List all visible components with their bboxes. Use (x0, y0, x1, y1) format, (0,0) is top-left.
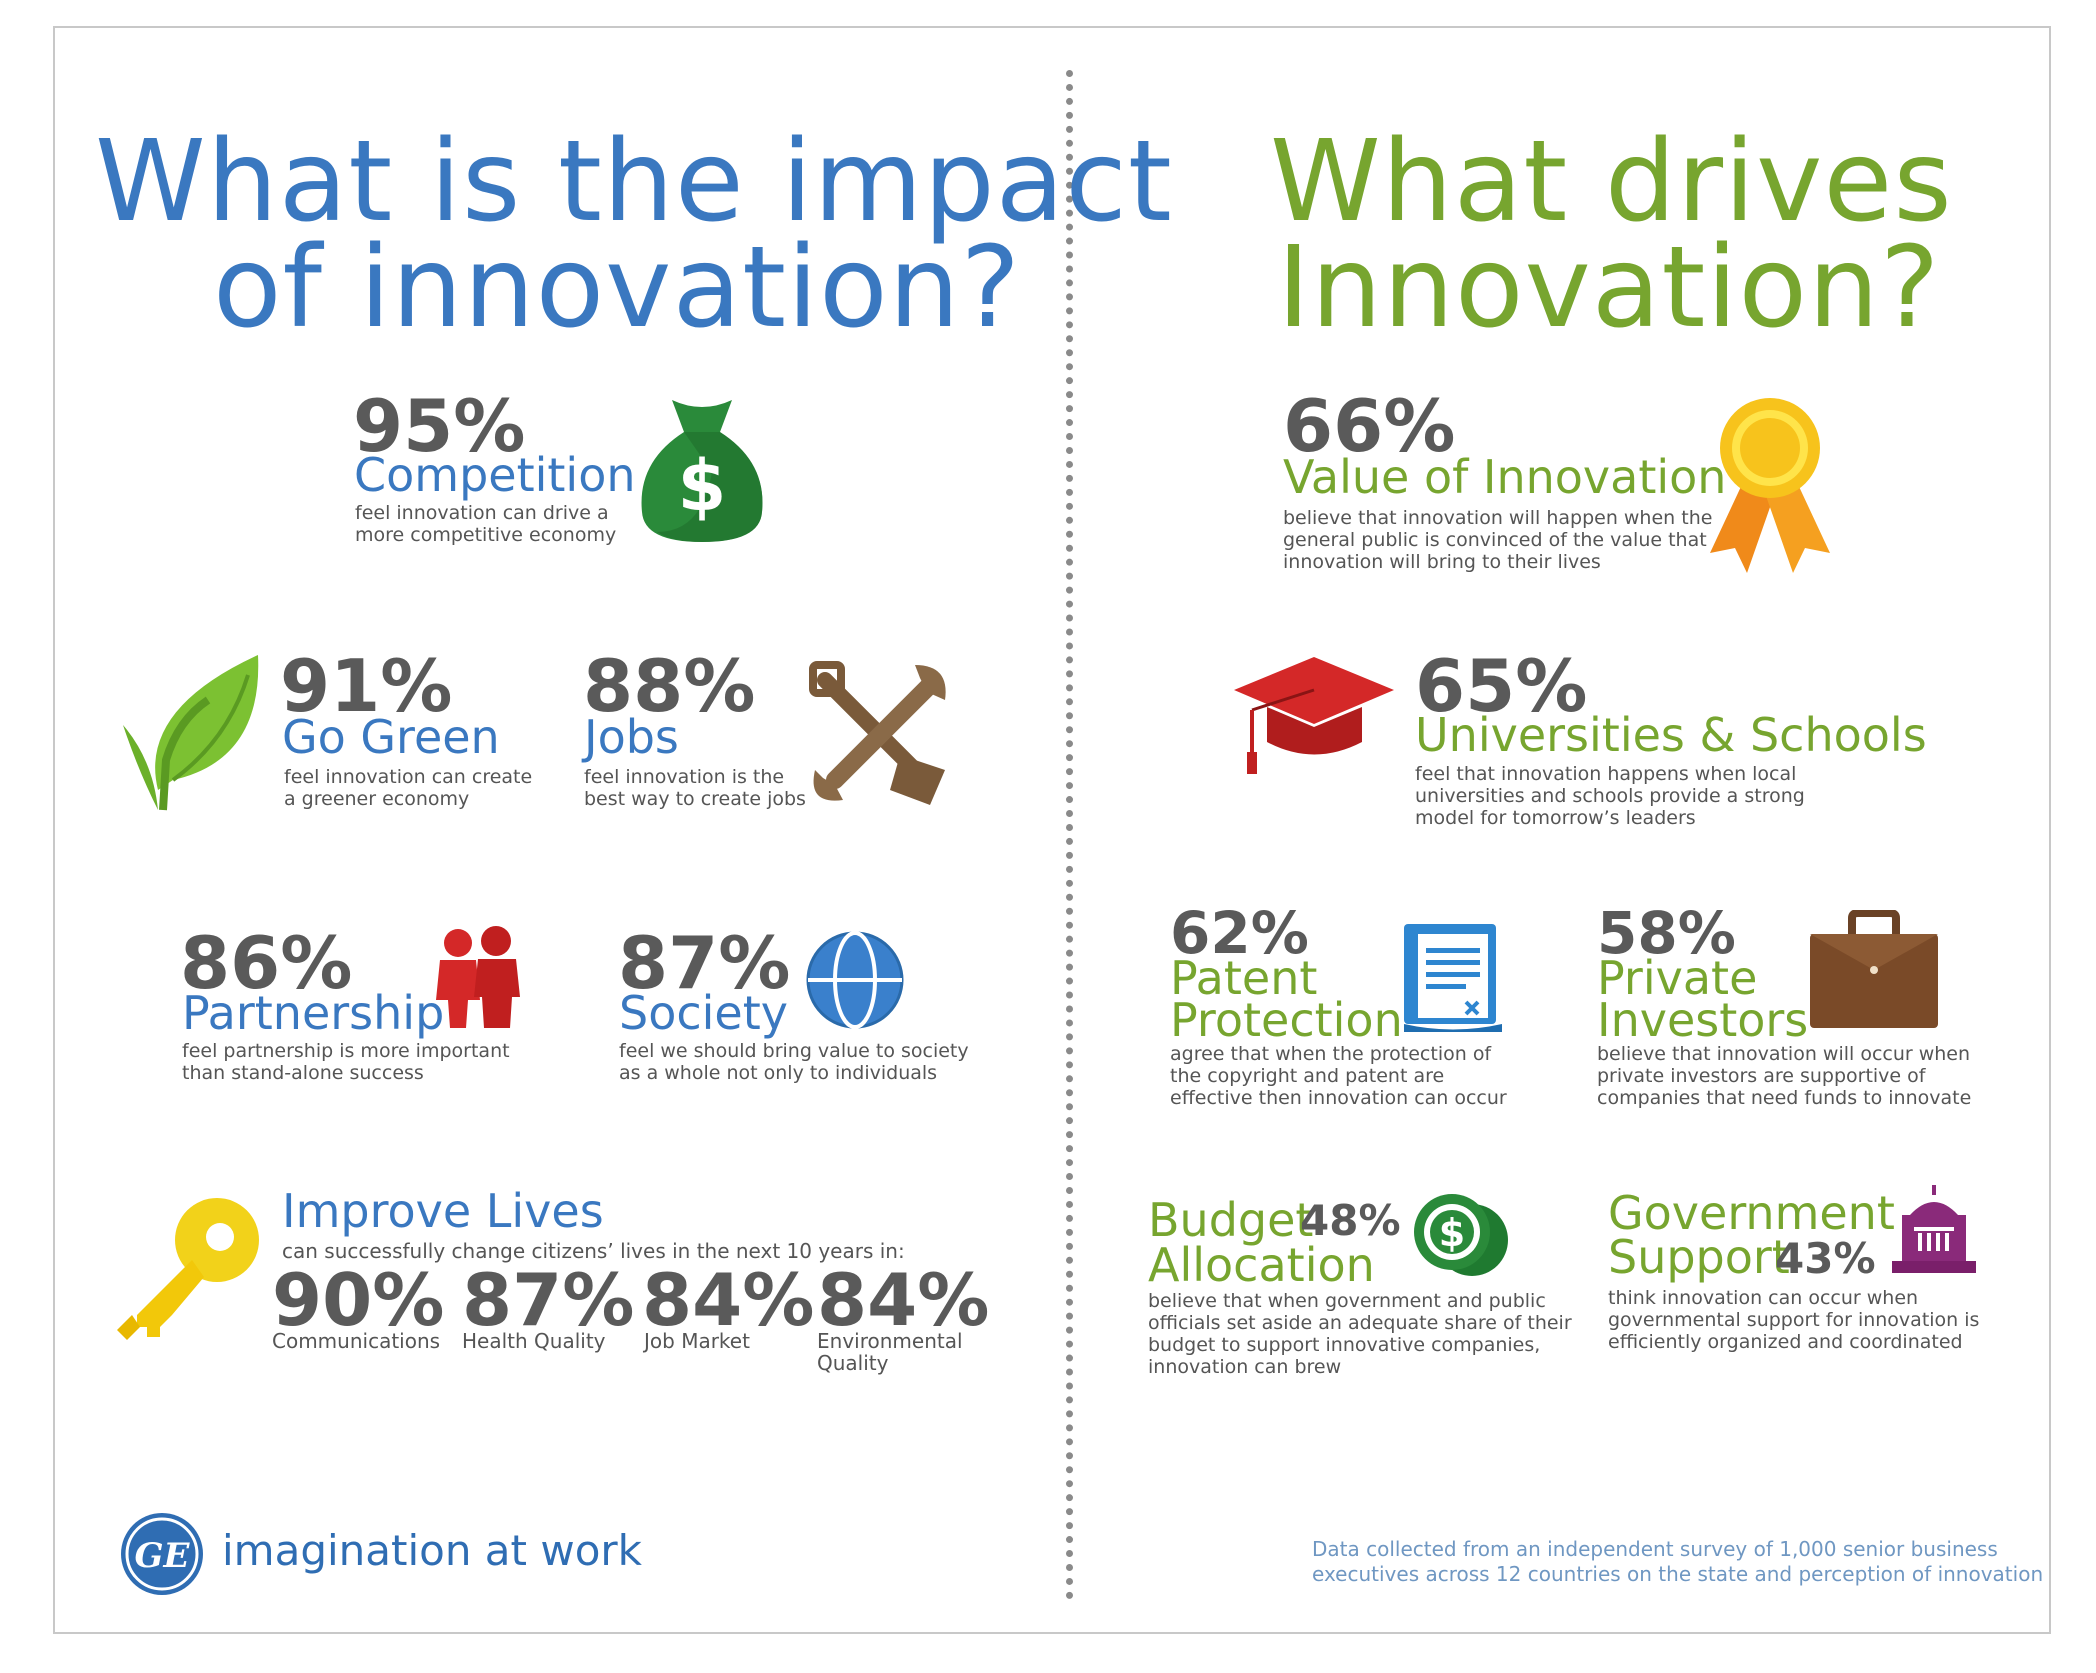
universities-label: Universities & Schools (1415, 708, 1927, 762)
svg-text:$: $ (1439, 1211, 1465, 1255)
investors-desc-3: companies that need funds to innovate (1597, 1087, 1972, 1109)
people-icon (432, 925, 522, 1030)
universities-desc-2: universities and schools provide a stron… (1415, 785, 1805, 807)
government-label-1: Government (1608, 1186, 1895, 1240)
lives-job-market-label: Job Market (644, 1329, 750, 1353)
jobs-desc-2: best way to create jobs (584, 788, 806, 810)
budget-desc-1: believe that when government and public (1148, 1290, 1546, 1312)
investors-label-2: Investors (1597, 993, 1809, 1047)
leaf-icon (118, 650, 268, 815)
government-label-2: Support (1608, 1230, 1790, 1284)
coins-icon: $ (1410, 1190, 1510, 1282)
lives-environmental-label-2: Quality (817, 1351, 889, 1375)
investors-desc-2: private investors are supportive of (1597, 1065, 1926, 1087)
left-title-line2: of innovation? (213, 223, 1022, 353)
partnership-label: Partnership (182, 986, 445, 1040)
society-desc-2: as a whole not only to individuals (619, 1062, 938, 1084)
go-green-desc-2: a greener economy (284, 788, 470, 810)
go-green-desc-1: feel innovation can create (284, 766, 533, 788)
improve-lives-desc: can successfully change citizens’ lives … (282, 1239, 905, 1263)
footnote-line1: Data collected from an independent surve… (1312, 1537, 1998, 1561)
money-bag-icon: $ (632, 392, 772, 547)
patent-desc-1: agree that when the protection of (1170, 1043, 1492, 1065)
lives-communications-label: Communications (272, 1329, 441, 1353)
patent-pct: 62% (1170, 899, 1309, 967)
briefcase-icon (1808, 910, 1940, 1030)
lives-health-label: Health Quality (462, 1329, 606, 1353)
right-title-line1: What drives (1270, 117, 1953, 247)
budget-desc-4: innovation can brew (1148, 1356, 1342, 1378)
investors-pct: 58% (1597, 899, 1736, 967)
brand-tagline: imagination at work (222, 1526, 642, 1575)
value-label: Value of Innovation (1283, 450, 1727, 504)
universities-desc-1: feel that innovation happens when local (1415, 763, 1797, 785)
improve-lives-label: Improve Lives (282, 1184, 604, 1238)
investors-desc-1: believe that innovation will occur when (1597, 1043, 1971, 1065)
value-pct: 66% (1283, 384, 1456, 468)
budget-desc-3: budget to support innovative companies, (1148, 1334, 1541, 1356)
lives-health-pct: 87% (462, 1258, 635, 1342)
competition-label: Competition (354, 448, 636, 502)
globe-icon (805, 930, 905, 1030)
partnership-desc-2: than stand-alone success (182, 1062, 424, 1084)
key-icon (112, 1195, 262, 1345)
document-scroll-icon (1398, 920, 1508, 1035)
ge-logo-text: GE (135, 1536, 191, 1576)
budget-pct: 48% (1300, 1196, 1401, 1245)
competition-desc-1: feel innovation can drive a (355, 502, 609, 524)
government-desc-1: think innovation can occur when (1608, 1287, 1919, 1309)
left-title-line1: What is the impact (95, 117, 1173, 247)
jobs-label: Jobs (584, 710, 679, 764)
government-pct: 43% (1775, 1234, 1876, 1283)
budget-desc-2: officials set aside an adequate share of… (1148, 1312, 1572, 1334)
society-pct: 87% (618, 921, 791, 1005)
government-building-icon (1890, 1183, 1978, 1275)
tools-icon (805, 660, 950, 808)
svg-text:$: $ (678, 445, 727, 527)
jobs-pct: 88% (583, 644, 756, 728)
go-green-pct: 91% (280, 644, 453, 728)
society-desc-1: feel we should bring value to society (619, 1040, 969, 1062)
competition-pct: 95% (353, 384, 526, 468)
value-desc-2: general public is convinced of the value… (1283, 529, 1707, 551)
government-desc-2: governmental support for innovation is (1608, 1309, 1980, 1331)
graduation-cap-icon (1232, 652, 1397, 777)
ge-logo-icon: GE (118, 1510, 206, 1598)
right-title-line2: Innovation? (1277, 223, 1941, 353)
budget-label-2: Allocation (1148, 1238, 1375, 1292)
lives-communications-pct: 90% (272, 1258, 445, 1342)
partnership-pct: 86% (180, 921, 353, 1005)
go-green-label: Go Green (282, 710, 500, 764)
value-desc-3: innovation will bring to their lives (1283, 551, 1601, 573)
footnote-line2: executives across 12 countries on the st… (1312, 1562, 2044, 1586)
center-dotted-divider (1066, 70, 1073, 1600)
patent-desc-3: effective then innovation can occur (1170, 1087, 1507, 1109)
award-ribbon-icon (1705, 393, 1835, 575)
partnership-desc-1: feel partnership is more important (182, 1040, 510, 1062)
society-label: Society (619, 986, 788, 1040)
universities-pct: 65% (1415, 644, 1588, 728)
patent-desc-2: the copyright and patent are (1170, 1065, 1445, 1087)
government-desc-3: efficiently organized and coordinated (1608, 1331, 1963, 1353)
investors-label-1: Private (1597, 951, 1758, 1005)
lives-environmental-pct: 84% (817, 1258, 990, 1342)
universities-desc-3: model for tomorrow’s leaders (1415, 807, 1696, 829)
patent-label-2: Protection (1170, 993, 1403, 1047)
lives-environmental-label-1: Environmental (817, 1329, 963, 1353)
patent-label-1: Patent (1170, 951, 1318, 1005)
jobs-desc-1: feel innovation is the (584, 766, 785, 788)
competition-desc-2: more competitive economy (355, 524, 617, 546)
budget-label-1: Budget (1148, 1193, 1314, 1247)
lives-job-market-pct: 84% (642, 1258, 815, 1342)
page-frame (53, 26, 2051, 1634)
value-desc-1: believe that innovation will happen when… (1283, 507, 1713, 529)
